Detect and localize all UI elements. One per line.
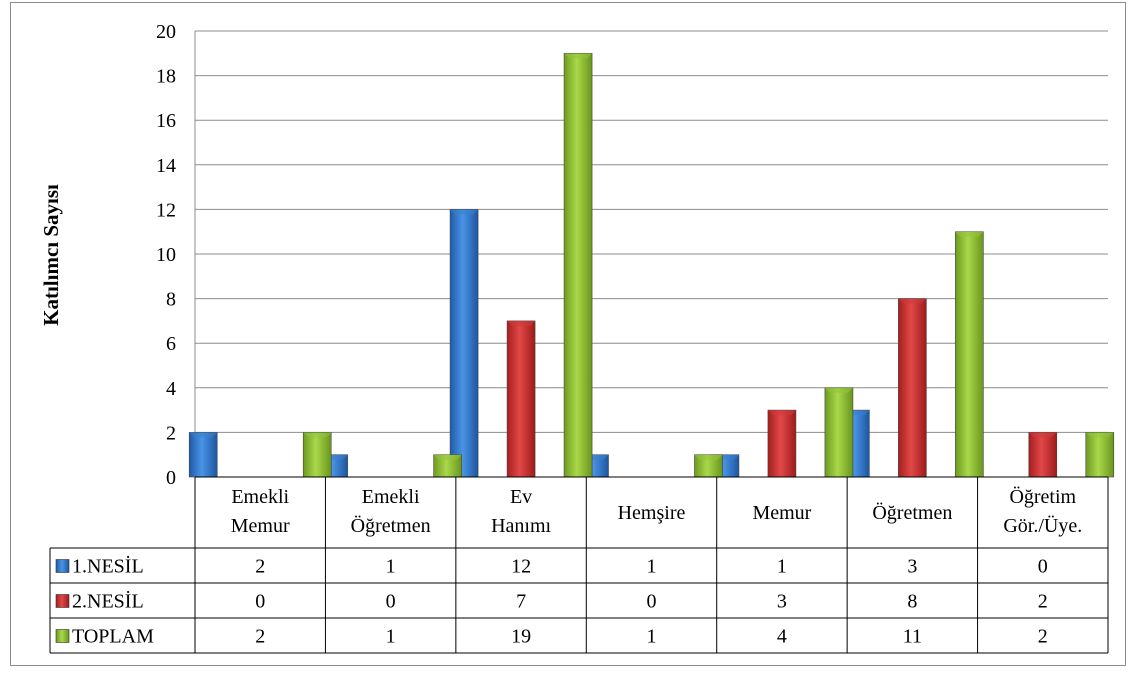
legend-2.NESİL: 2.NESİL (55, 590, 144, 613)
y-tick-label: 18 (156, 66, 176, 88)
bar-bevel (189, 432, 218, 438)
table-cell-value: 4 (777, 626, 787, 648)
x-category-label: Emekli (362, 486, 420, 508)
bar-bevel (433, 454, 462, 460)
x-category-label: Emekli (231, 486, 289, 508)
bar-2.NESİL-2 (506, 320, 536, 478)
y-tick-labels: 0 2 4 6 8 10 12 14 16 18 20 (156, 21, 176, 489)
table-cell-value: 2 (255, 556, 265, 578)
bar-1.NESİL-2 (449, 209, 479, 478)
bar-body (898, 298, 927, 478)
bar-bevel (955, 231, 984, 237)
bar-bevel (303, 432, 332, 438)
bar-body (188, 432, 218, 478)
bar-TOPLAM-5 (955, 231, 984, 478)
y-tick-label: 10 (156, 244, 176, 266)
table-cell-value: 1 (386, 626, 396, 648)
legend-1.NESİL: 1.NESİL (55, 555, 144, 578)
y-tick-label: 0 (166, 467, 176, 489)
bar-TOPLAM-3 (694, 454, 723, 478)
y-tick-label: 4 (166, 378, 176, 400)
x-category-label: Memur (231, 515, 290, 537)
bar-body (1028, 432, 1058, 478)
bar-bevel (564, 53, 593, 59)
y-tick-label: 14 (156, 155, 176, 177)
bars (188, 52, 1115, 478)
y-axis-label: Katılımcı Sayısı (39, 184, 63, 326)
table-cell-value: 0 (647, 591, 657, 613)
bar-2.NESİL-4 (767, 409, 797, 478)
x-category-label: Hanımı (491, 515, 551, 537)
bar-body (449, 209, 479, 478)
table-cell-value: 2 (1038, 591, 1048, 613)
table-cell-value: 11 (903, 626, 922, 648)
bar-bevel (1085, 432, 1114, 438)
legend-label: 1.NESİL (72, 555, 144, 578)
table-cell-value: 7 (516, 591, 526, 613)
bar-2.NESİL-6 (1028, 432, 1058, 478)
x-category-label: Hemşire (618, 502, 686, 524)
bar-body (767, 409, 797, 478)
table-cell-value: 8 (907, 591, 917, 613)
legend-swatch (55, 629, 70, 643)
bar-1.NESİL-0 (188, 432, 218, 478)
bar-bevel (450, 209, 479, 215)
x-category-label: Öğretim (1009, 485, 1076, 508)
y-tick-label: 2 (166, 422, 176, 444)
x-category-label: Gör./Üye. (1003, 514, 1082, 537)
bar-body (302, 432, 332, 478)
x-category-label: Öğretmen (872, 501, 952, 524)
bar-body (824, 387, 854, 478)
y-tick-label: 16 (156, 110, 176, 132)
bar-2.NESİL-5 (898, 298, 927, 478)
bar-bevel (507, 320, 536, 326)
table-cell-value: 2 (255, 626, 265, 648)
bar-TOPLAM-6 (1085, 432, 1115, 478)
table-cell-value: 2 (1038, 626, 1048, 648)
legend-TOPLAM: TOPLAM (55, 626, 154, 648)
bar-bevel (824, 387, 853, 393)
y-tick-label: 8 (166, 289, 176, 311)
table-cell-value: 1 (386, 556, 396, 578)
bar-body (1085, 432, 1115, 478)
bar-bevel (898, 298, 927, 304)
legend-swatch (55, 559, 70, 573)
legend-swatch (55, 594, 70, 608)
bar-TOPLAM-4 (824, 387, 854, 478)
bar-body (563, 52, 593, 478)
y-tick-label: 6 (166, 333, 176, 355)
y-tick-label: 12 (156, 199, 176, 221)
table-cell-value: 0 (255, 591, 265, 613)
x-category-label: Ev (510, 486, 532, 508)
bar-TOPLAM-1 (433, 454, 462, 478)
bar-bevel (694, 454, 723, 460)
legend-label: 2.NESİL (72, 590, 144, 613)
table-cell-value: 1 (647, 556, 657, 578)
table-cell-value: 3 (777, 591, 787, 613)
table-cell-value: 1 (647, 626, 657, 648)
bar-bevel (767, 410, 796, 416)
bar-TOPLAM-2 (563, 52, 593, 478)
x-category-label: Memur (752, 502, 811, 524)
table-cell-value: 12 (511, 556, 531, 578)
bar-body (955, 231, 984, 478)
bar-body (506, 320, 536, 478)
y-tick-label: 20 (156, 21, 176, 43)
x-category-label: Öğretmen (351, 514, 431, 537)
table-cell-value: 19 (511, 626, 531, 648)
table-cell-value: 0 (386, 591, 396, 613)
table-cell-value: 0 (1038, 556, 1048, 578)
table-cell-value: 1 (777, 556, 787, 578)
data-table: Emekli Memur Emekli Öğretmen Ev Hanımı Hemşire… (49, 476, 1109, 654)
bar-bevel (1028, 432, 1057, 438)
legend-label: TOPLAM (72, 626, 154, 648)
bar-TOPLAM-0 (302, 432, 332, 478)
table-cell-value: 3 (907, 556, 917, 578)
